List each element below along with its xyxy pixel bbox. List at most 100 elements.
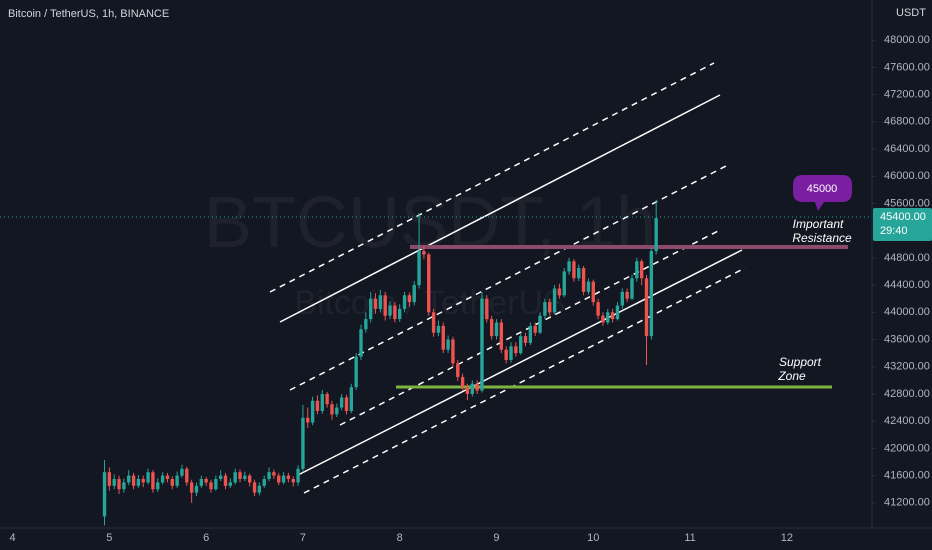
candle-body [151, 472, 155, 490]
currency-label: USDT [896, 7, 926, 19]
candle-body [330, 404, 334, 415]
candle-body [470, 383, 474, 394]
candle-body [485, 298, 489, 320]
candle-body [509, 346, 513, 360]
y-tick-label: 46400.00 [884, 143, 930, 155]
candle-body [131, 475, 136, 486]
candle-body [117, 479, 121, 490]
candle-body [107, 472, 112, 486]
annotation-text: Important [793, 217, 844, 231]
candle-body [194, 485, 199, 493]
x-tick-label: 8 [397, 532, 403, 544]
candle-body [160, 475, 165, 483]
candle-body [368, 298, 373, 320]
candle-body [422, 251, 426, 255]
candle-body [199, 479, 203, 486]
candle-body [460, 376, 465, 388]
x-tick-label: 9 [493, 532, 499, 544]
y-tick-label: 43200.00 [884, 361, 930, 373]
candle-body [238, 472, 242, 480]
y-tick-label: 47200.00 [884, 88, 930, 100]
channel-line [297, 249, 743, 476]
candle-body [601, 315, 605, 323]
price-axis [872, 0, 932, 550]
candle-body [586, 281, 591, 292]
candle-body [402, 295, 407, 309]
candle-body [606, 312, 610, 323]
candle-body [518, 336, 523, 354]
candle-body [349, 387, 354, 411]
y-tick-label: 44400.00 [884, 279, 930, 291]
y-tick-label: 44000.00 [884, 306, 930, 318]
candle-body [267, 472, 271, 480]
candle-body [499, 322, 504, 350]
candle-body [475, 383, 479, 391]
candle-body [412, 285, 416, 303]
candle-body [286, 475, 291, 480]
x-tick-label: 7 [300, 532, 306, 544]
candle-body [325, 393, 329, 405]
candle-body [567, 261, 571, 272]
candle-body [591, 281, 595, 303]
candle-body [252, 482, 257, 493]
candle-body [315, 400, 320, 411]
y-tick-label: 44800.00 [884, 252, 930, 264]
candle-body [281, 475, 286, 483]
y-tick-label: 41200.00 [884, 497, 930, 509]
candle-body [156, 482, 160, 490]
candle-body [228, 482, 233, 486]
candle-body [257, 485, 262, 493]
candle-body [136, 479, 141, 486]
candle-body [654, 218, 658, 252]
candle-body [272, 472, 276, 476]
candle-body [248, 475, 252, 483]
candle-body [233, 472, 237, 483]
callout-bubble [793, 175, 852, 211]
candle-body [189, 482, 194, 493]
candle-body [528, 325, 533, 343]
candle-body [310, 400, 315, 423]
candle-body [451, 339, 455, 364]
countdown: 29:40 [880, 225, 908, 237]
candle-body [209, 482, 213, 490]
annotation-text: Zone [777, 369, 806, 383]
candle-body [170, 479, 174, 486]
candle-body [335, 407, 339, 415]
candle-body [122, 482, 126, 490]
candle-body [649, 251, 654, 337]
candle-body [339, 397, 344, 408]
y-tick-label: 42000.00 [884, 442, 930, 454]
candle-body [141, 479, 145, 483]
x-tick-label: 4 [10, 532, 16, 544]
candle-body [465, 387, 470, 394]
y-tick-label: 45600.00 [884, 197, 930, 209]
chart-title: Bitcoin / TetherUS, 1h, BINANCE [8, 8, 169, 20]
candle-body [320, 393, 324, 411]
candle-body [581, 268, 586, 292]
last-price-box [873, 208, 932, 242]
candle-body [214, 479, 218, 490]
y-tick-label: 41600.00 [884, 470, 930, 482]
candle-body [262, 479, 266, 486]
candle-body [630, 278, 634, 299]
x-tick-label: 11 [684, 532, 695, 544]
channel-line [289, 164, 729, 391]
annotation-text: Support [779, 355, 822, 369]
candle-body [218, 475, 223, 480]
candle-body [127, 475, 131, 483]
candle-body [393, 305, 397, 320]
candle-body [291, 479, 295, 483]
y-tick-label: 46800.00 [884, 116, 930, 128]
candle-body [427, 254, 431, 313]
x-tick-label: 10 [587, 532, 599, 544]
candle-body [557, 288, 562, 296]
candle-body [417, 251, 421, 286]
candle-body [533, 325, 537, 333]
candle-body [514, 346, 518, 354]
candle-body [407, 295, 412, 303]
candle-body [373, 298, 378, 309]
candle-body [364, 319, 368, 330]
candle-body [175, 475, 179, 486]
